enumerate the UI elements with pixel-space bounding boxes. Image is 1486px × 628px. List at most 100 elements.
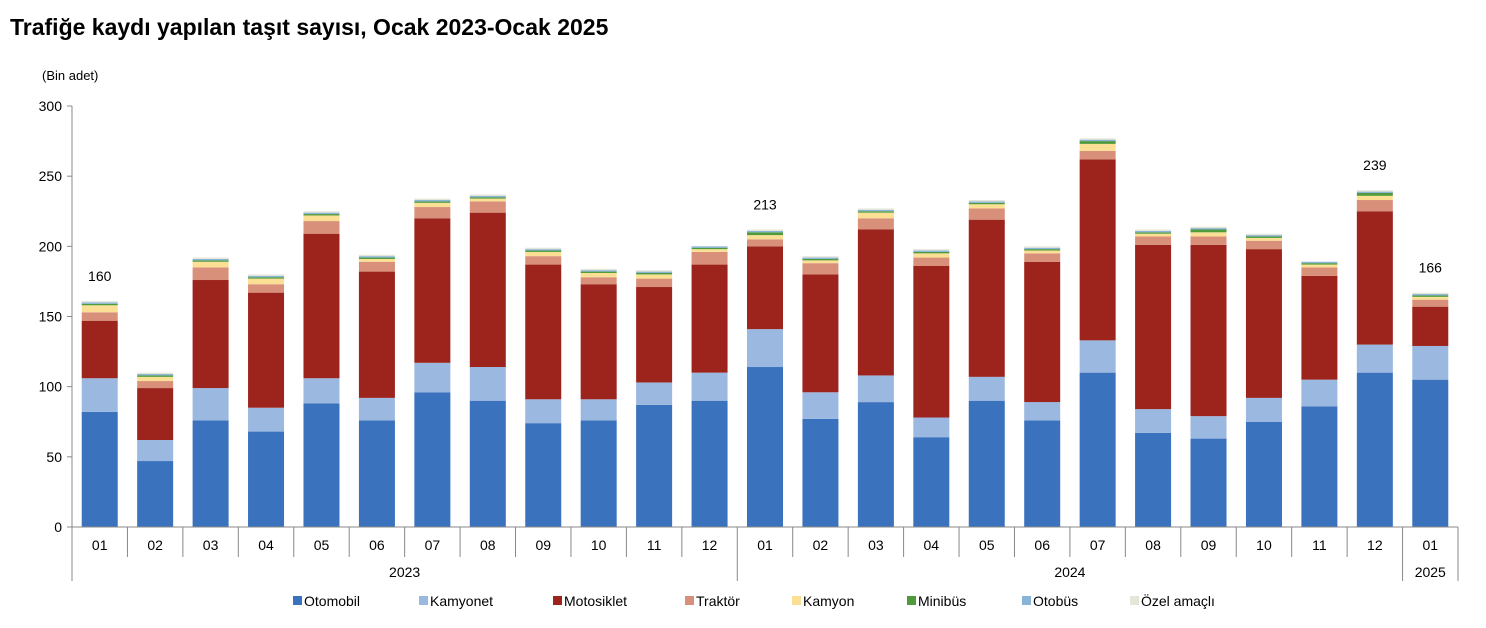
bar-stack: [1024, 246, 1061, 527]
bar-segment-trakt-r: [1024, 253, 1061, 262]
x-tick-label: 07: [1090, 537, 1106, 553]
legend-swatch: [293, 596, 302, 605]
bar-segment-otob-s: [81, 302, 118, 304]
bar-segment-minib-s: [81, 303, 118, 306]
x-axis: 01 02 03 04 05 06 07 08 09 10 11 12 01 02 03 04 05 06 07 08…: [71, 526, 1459, 581]
y-tick-label: 100: [39, 379, 63, 395]
year-label: 2025: [1415, 564, 1446, 580]
bar-segment--zel-ama-l-: [414, 198, 451, 201]
bar-segment-motosiklet: [358, 271, 395, 398]
legend-item: Otobüs: [1022, 593, 1078, 609]
bar-segment-otob-s: [913, 250, 950, 252]
bar-segment-minib-s: [636, 272, 673, 275]
total-labels-layer: 160 213 239 166: [88, 157, 1442, 284]
bar-segment-trakt-r: [1245, 240, 1282, 250]
bar-segment-motosiklet: [1135, 244, 1172, 410]
bar-segment-motosiklet: [525, 264, 562, 400]
bar-segment-otomobil: [137, 461, 174, 527]
bar-segment-trakt-r: [802, 263, 839, 275]
bar-segment-motosiklet: [802, 274, 839, 393]
bar-segment-minib-s: [358, 257, 395, 259]
x-tick-label: 05: [979, 537, 995, 553]
bar-segment-kamyonet: [691, 372, 728, 401]
bar-segment-minib-s: [1412, 295, 1449, 297]
bar-segment-trakt-r: [747, 239, 783, 247]
x-tick-label: 04: [924, 537, 940, 553]
bar-stack: [580, 268, 617, 527]
bar-segment-motosiklet: [857, 229, 894, 376]
x-tick-label: 01: [757, 537, 773, 553]
bar-segment--zel-ama-l-: [1412, 292, 1449, 295]
bar-segment-trakt-r: [1356, 200, 1393, 212]
x-tick-label: 10: [591, 537, 607, 553]
bar-segment-otob-s: [248, 275, 285, 278]
legend-item: Traktör: [685, 593, 740, 609]
bar-segment-kamyonet: [636, 382, 673, 405]
bar-segment-otomobil: [1024, 420, 1061, 527]
bar-segment-trakt-r: [1190, 236, 1227, 245]
bar-segment-otob-s: [1301, 261, 1338, 264]
bar-segment-trakt-r: [248, 284, 285, 293]
bar-segment--zel-ama-l-: [857, 208, 894, 210]
year-label: 2024: [1054, 564, 1085, 580]
bar-segment-motosiklet: [1024, 261, 1061, 403]
bar-stack: [81, 301, 118, 527]
bar-segment-trakt-r: [1412, 299, 1449, 307]
bar-segment-kamyon: [137, 376, 174, 382]
x-tick-label: 06: [1034, 537, 1050, 553]
bar-segment-minib-s: [1135, 232, 1172, 234]
bar-segment-otob-s: [636, 271, 673, 273]
bar-segment-motosiklet: [1245, 249, 1282, 398]
bar-segment--zel-ama-l-: [1190, 226, 1227, 229]
x-tick-label: 03: [868, 537, 884, 553]
legend-label: Traktör: [696, 593, 740, 609]
bar-segment-otob-s: [1190, 228, 1227, 230]
bar-segment-trakt-r: [525, 256, 562, 265]
legend-item: Özel amaçlı: [1130, 592, 1215, 609]
bar-segment--zel-ama-l-: [1356, 190, 1393, 192]
bar-segment-kamyonet: [1301, 379, 1338, 407]
bar-segment-kamyon: [636, 274, 673, 279]
bar-segment-kamyonet: [747, 329, 783, 368]
bar-segment-kamyon: [248, 278, 285, 285]
bar-segment-otomobil: [1190, 438, 1227, 527]
bar-stack: [1079, 138, 1116, 527]
legend-label: Otomobil: [304, 593, 360, 609]
x-tick-label: 08: [1145, 537, 1161, 553]
bar-segment-minib-s: [303, 214, 340, 216]
bar-segment-motosiklet: [913, 265, 950, 418]
bar-segment-otomobil: [1412, 379, 1449, 527]
legend-label: Otobüs: [1033, 593, 1078, 609]
bar-segment-kamyonet: [248, 407, 285, 432]
bar-segment-trakt-r: [857, 218, 894, 230]
bar-stack: [691, 246, 728, 527]
bar-segment-kamyon: [1079, 143, 1116, 151]
legend-swatch: [907, 596, 916, 605]
bar-segment-otob-s: [1024, 247, 1061, 250]
x-tick-label: 01: [92, 537, 108, 553]
bar-segment-kamyonet: [968, 376, 1005, 401]
bar-segment-kamyonet: [192, 388, 229, 421]
bar-segment-minib-s: [913, 251, 950, 254]
x-tick-label: 07: [425, 537, 441, 553]
bar-segment-motosiklet: [747, 246, 783, 330]
bar-stack: [857, 208, 894, 527]
bar-segment-motosiklet: [1079, 159, 1116, 341]
bar-segment-trakt-r: [1135, 236, 1172, 245]
bar-segment-otob-s: [414, 200, 451, 202]
y-tick-label: 150: [39, 309, 63, 325]
bar-segment-otomobil: [469, 400, 506, 527]
bar-segment-kamyon: [968, 204, 1005, 209]
legend-swatch: [419, 596, 428, 605]
bar-segment-motosiklet: [81, 320, 118, 379]
x-tick-label: 10: [1256, 537, 1272, 553]
bar-segment-otomobil: [303, 403, 340, 527]
bar-segment-otomobil: [968, 400, 1005, 527]
total-data-label: 166: [1419, 260, 1443, 276]
y-tick-label: 200: [39, 238, 63, 254]
bar-segment-otomobil: [691, 400, 728, 527]
bar-stack: [414, 198, 451, 527]
bar-segment-motosiklet: [1190, 244, 1227, 417]
bar-segment-otob-s: [857, 209, 894, 212]
